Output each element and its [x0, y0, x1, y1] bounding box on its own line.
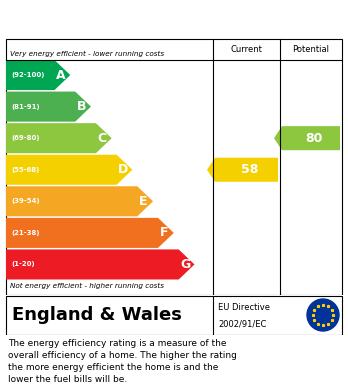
Text: Not energy efficient - higher running costs: Not energy efficient - higher running co…: [10, 283, 164, 289]
Text: (39-54): (39-54): [11, 198, 40, 204]
Text: (1-20): (1-20): [11, 262, 34, 267]
Text: 58: 58: [241, 163, 258, 176]
Text: EU Directive: EU Directive: [218, 303, 270, 312]
Polygon shape: [6, 249, 195, 280]
Text: (92-100): (92-100): [11, 72, 45, 78]
Text: (81-91): (81-91): [11, 104, 40, 109]
Circle shape: [307, 299, 339, 331]
Text: Current: Current: [231, 45, 262, 54]
Text: (69-80): (69-80): [11, 135, 40, 141]
Polygon shape: [6, 218, 174, 248]
Text: C: C: [98, 132, 107, 145]
Polygon shape: [274, 126, 340, 150]
Polygon shape: [6, 155, 132, 185]
Text: D: D: [118, 163, 128, 176]
Text: Energy Efficiency Rating: Energy Efficiency Rating: [10, 11, 220, 27]
Polygon shape: [6, 60, 70, 90]
Text: England & Wales: England & Wales: [12, 306, 182, 324]
Text: B: B: [77, 100, 86, 113]
Text: Very energy efficient - lower running costs: Very energy efficient - lower running co…: [10, 51, 164, 57]
Polygon shape: [6, 186, 153, 216]
Polygon shape: [207, 158, 278, 182]
Text: The energy efficiency rating is a measure of the
overall efficiency of a home. T: The energy efficiency rating is a measur…: [8, 339, 237, 384]
Text: (55-68): (55-68): [11, 167, 39, 173]
Text: (21-38): (21-38): [11, 230, 40, 236]
Text: Potential: Potential: [293, 45, 330, 54]
Text: 2002/91/EC: 2002/91/EC: [218, 319, 266, 328]
Text: A: A: [56, 68, 66, 82]
Text: G: G: [180, 258, 190, 271]
Polygon shape: [6, 91, 91, 122]
Text: F: F: [160, 226, 168, 239]
Text: 80: 80: [305, 132, 323, 145]
Polygon shape: [6, 123, 112, 153]
Text: E: E: [139, 195, 148, 208]
